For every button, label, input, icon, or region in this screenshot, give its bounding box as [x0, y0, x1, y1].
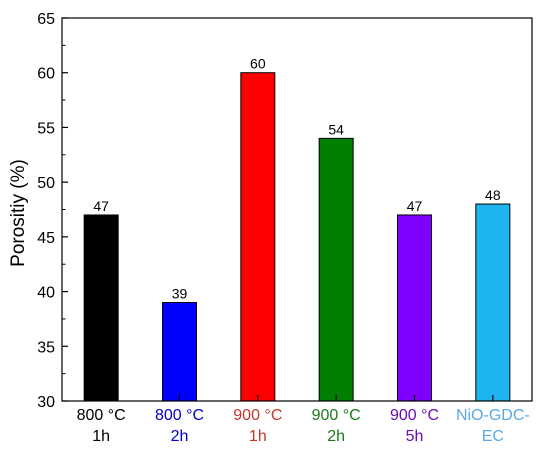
data-label-5: 47 [407, 198, 423, 214]
data-label-2: 39 [172, 286, 188, 302]
x-tick-label-5-line-2: 5h [406, 428, 424, 445]
data-label-3: 60 [250, 56, 266, 72]
plot-frame [61, 17, 533, 402]
x-tick-label-3-line-1: 900 °C [233, 407, 282, 424]
y-tick-label-45: 45 [37, 230, 55, 247]
y-tick-label-40: 40 [37, 285, 55, 302]
bar-5 [397, 214, 432, 402]
data-label-6: 48 [485, 187, 501, 203]
x-tick-label-2-line-1: 800 °C [155, 407, 204, 424]
x-tick-label-1-line-1: 800 °C [77, 407, 126, 424]
x-tick-label-6-line-2: EC [482, 428, 504, 445]
bar-6 [475, 203, 511, 402]
x-category-labels-group: 800 °C 1h 800 °C 2h 900 °C 1h 900 °C 2h 900 °C 5h… [77, 407, 530, 445]
y-tick-label-35: 35 [37, 339, 55, 356]
x-tick-label-5-line-1: 900 °C [390, 407, 439, 424]
y-tick-label-55: 55 [37, 120, 55, 137]
y-tick-label-30: 30 [37, 394, 55, 411]
x-tick-label-4-line-1: 900 °C [312, 407, 361, 424]
x-tick-label-1-line-2: 1h [92, 428, 110, 445]
bars-group [83, 72, 511, 402]
x-tick-label-6-line-1: NiO-GDC- [456, 407, 530, 424]
y-tick-label-50: 50 [37, 175, 55, 192]
data-labels-group: 47 39 60 54 47 48 [93, 56, 500, 302]
y-tick-label-65: 65 [37, 11, 55, 28]
axes-group [61, 17, 533, 402]
data-label-4: 54 [328, 121, 344, 137]
y-ticks-group: 30 35 40 45 50 55 60 65 [37, 11, 494, 411]
bar-2 [162, 302, 197, 402]
bar-1 [83, 214, 119, 402]
y-axis-title: Porositiy (%) [8, 159, 29, 267]
x-tick-label-4-line-2: 2h [327, 428, 345, 445]
x-tick-label-3-line-2: 1h [249, 428, 267, 445]
bar-3 [240, 72, 276, 402]
bar-4 [318, 137, 354, 402]
y-tick-label-60: 60 [37, 66, 55, 83]
x-tick-label-2-line-2: 2h [171, 428, 189, 445]
data-label-1: 47 [93, 198, 109, 214]
